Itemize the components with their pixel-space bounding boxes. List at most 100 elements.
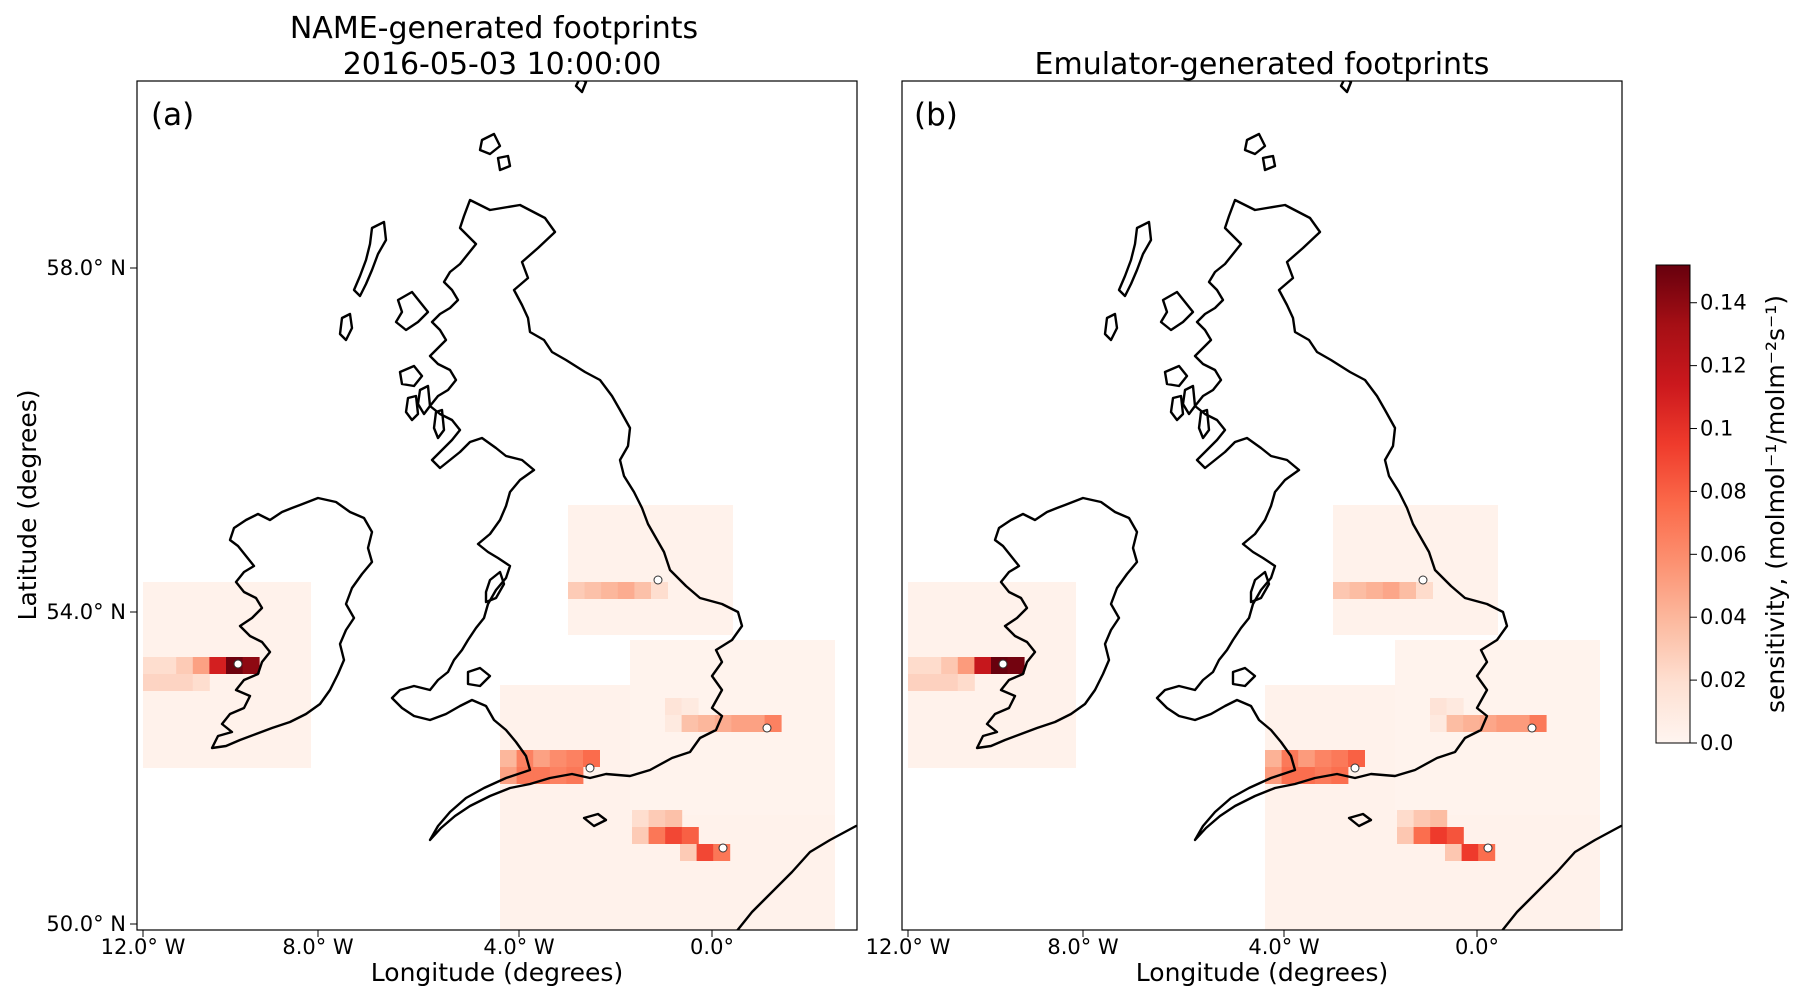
footprint-cell: [1413, 827, 1431, 844]
footprint-cell: [583, 750, 600, 767]
panel-b-sites: [998, 575, 1537, 853]
footprint-cell: [1463, 715, 1481, 732]
panel-b-x-axis-label: Longitude (degrees): [1136, 958, 1388, 987]
footprint-cell: [192, 657, 210, 674]
colorbar-tick-label: 0.02: [1700, 668, 1747, 692]
panel-a-title-line-2: 2016-05-03 10:00:00: [343, 47, 662, 82]
footprint-cell: [159, 674, 177, 691]
footprint-cell: [584, 582, 602, 599]
site-marker: [1527, 723, 1537, 733]
footprint-cell: [1382, 582, 1400, 599]
footprint-cell: [924, 674, 942, 691]
footprint-cell: [1513, 715, 1530, 732]
footprint-cell: [1349, 582, 1367, 599]
panel-a-x-tick-8w: 8.0° W: [282, 935, 354, 959]
footprint-cell: [1496, 715, 1514, 732]
footprint-cell: [209, 657, 227, 674]
colorbar: 0.0 0.02 0.04 0.06 0.08 0.1 0.12 0.14 sensitivi…: [1655, 264, 1790, 755]
footprint-cell: [748, 715, 765, 732]
footprint-cell: [500, 750, 517, 767]
footprint-cell: [533, 750, 551, 767]
colorbar-label: sensitivity, (molmol⁻¹/molm⁻²s⁻¹): [1761, 295, 1790, 713]
footprint-cell: [632, 827, 649, 844]
footprint-cell: [924, 657, 942, 674]
footprint-cell: [957, 657, 975, 674]
y-tick-label-58: 58.0° N: [46, 256, 126, 280]
colorbar-tick-label: 0.12: [1700, 354, 1747, 378]
colorbar-tick-label: 0.04: [1700, 605, 1747, 629]
footprint-cell: [1430, 698, 1447, 715]
colorbar-tick-label: 0.14: [1700, 291, 1747, 315]
footprint-cell: [617, 582, 635, 599]
panel-b-x-tick-0: 0.0°: [1455, 935, 1499, 959]
footprint-cell: [908, 674, 925, 691]
footprint-cell: [1331, 750, 1349, 767]
footprint-cell: [665, 827, 683, 844]
panel-a-footprint-cells: [143, 505, 835, 930]
footprint-cell: [1430, 827, 1448, 844]
footprint-cell: [665, 698, 682, 715]
footprint-cell: [143, 674, 160, 691]
panel-a-x-tick-12w: 12.0° W: [101, 935, 186, 959]
footprint-cell: [549, 750, 567, 767]
footprint-cell: [1413, 810, 1431, 827]
site-marker: [1350, 763, 1360, 773]
panel-a-y-axis-label: Latitude (degrees): [13, 390, 42, 621]
footprint-cell: [1397, 810, 1414, 827]
footprint-cell: [1446, 698, 1464, 715]
footprint-cell: [1445, 844, 1462, 861]
colorbar-gradient: [1655, 264, 1691, 744]
site-marker: [653, 575, 663, 585]
footprint-cell: [1479, 715, 1497, 732]
panel-a-sites: [233, 575, 772, 853]
site-marker: [1418, 575, 1428, 585]
footprint-cell: [681, 698, 699, 715]
footprint-cell: [648, 827, 666, 844]
footprint-cell: [1298, 750, 1316, 767]
footprint-cell: [1446, 827, 1464, 844]
colorbar-tick-label: 0.1: [1700, 417, 1733, 441]
footprint-cell: [957, 674, 975, 691]
y-tick-label-54: 54.0° N: [46, 600, 126, 624]
panel-b-title: Emulator-generated footprints: [1035, 47, 1490, 82]
footprint-cell: [601, 582, 619, 599]
footprint-cell: [1265, 750, 1282, 767]
site-marker: [1483, 843, 1493, 853]
footprint-cell: [1446, 715, 1464, 732]
site-marker: [718, 843, 728, 853]
footprint-cell: [1348, 750, 1365, 767]
colorbar-tick-label: 0.0: [1700, 731, 1733, 755]
footprint-cell: [159, 657, 177, 674]
panel-a-x-tick-4w: 4.0° W: [483, 935, 555, 959]
site-marker: [762, 723, 772, 733]
panel-b-x-tick-4w: 4.0° W: [1248, 935, 1320, 959]
footprint-cell: [941, 674, 959, 691]
panel-a: (a) 58.0° N 54.0° N 50.0° N 12.0° W 8.0°…: [13, 80, 858, 987]
footprint-cell: [1366, 582, 1384, 599]
panel-b-frame: [901, 80, 1623, 931]
site-marker: [998, 659, 1008, 669]
footprint-cell: [1007, 657, 1025, 674]
footprint-cell: [665, 810, 683, 827]
panel-a-x-tick-0: 0.0°: [690, 935, 734, 959]
footprint-cell: [1314, 750, 1332, 767]
footprint-cell: [1430, 715, 1447, 732]
footprint-cell: [176, 674, 194, 691]
panel-a-x-axis-label: Longitude (degrees): [371, 958, 623, 987]
footprint-cell: [1397, 827, 1414, 844]
footprint-cell: [176, 657, 194, 674]
panel-b-x-tick-12w: 12.0° W: [866, 935, 951, 959]
y-tick-label-50: 50.0° N: [46, 912, 126, 936]
footprint-cell: [516, 750, 534, 767]
footprint-cell: [681, 715, 699, 732]
footprint-cell: [680, 844, 697, 861]
site-marker: [233, 659, 243, 669]
panel-a-label: (a): [151, 97, 194, 133]
footprint-cell: [665, 715, 682, 732]
colorbar-ticks: 0.0 0.02 0.04 0.06 0.08 0.1 0.12 0.14: [1690, 291, 1747, 755]
footprint-cell: [1399, 582, 1417, 599]
footprint-cell: [696, 844, 714, 861]
footprint-cell: [908, 657, 925, 674]
colorbar-tick-label: 0.08: [1700, 479, 1747, 503]
